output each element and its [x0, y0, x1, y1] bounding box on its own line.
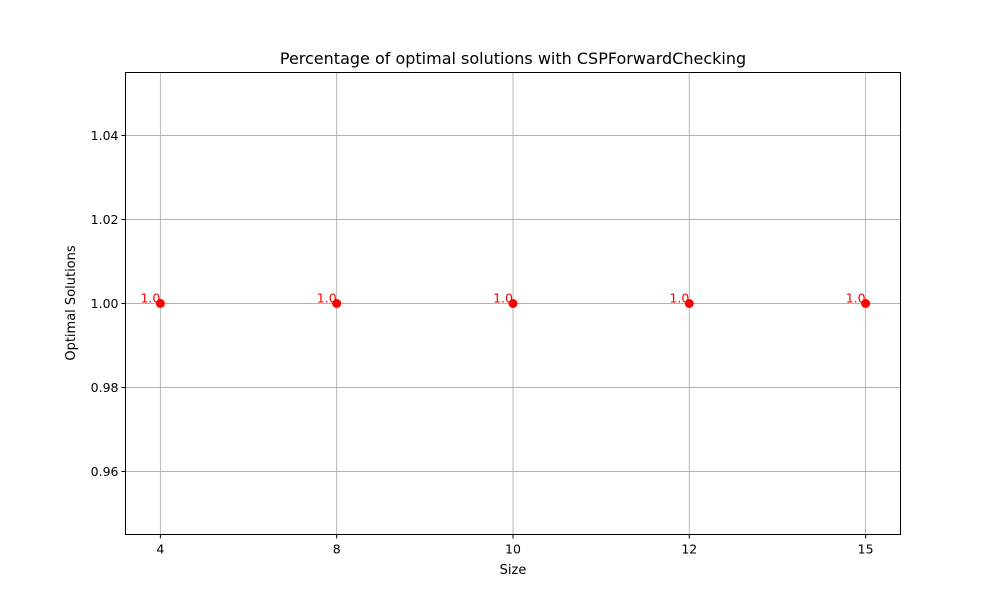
y-tick-label: 1.02: [91, 212, 119, 227]
y-tick-label: 1.04: [91, 128, 119, 143]
x-tick-label: 10: [505, 542, 521, 557]
data-label: 1.0: [669, 291, 689, 306]
data-point: [861, 299, 871, 308]
data-label: 1.0: [317, 291, 337, 306]
data-point: [508, 299, 518, 308]
y-tick-label: 0.98: [91, 380, 119, 395]
x-tick-label: 8: [333, 542, 341, 557]
data-label: 1.0: [493, 291, 513, 306]
data-label: 1.0: [140, 291, 160, 306]
x-axis-label: Size: [500, 563, 527, 578]
x-tick-label: 12: [681, 542, 697, 557]
data-label: 1.0: [846, 291, 866, 306]
data-point: [155, 299, 165, 308]
data-point: [684, 299, 694, 308]
y-tick-label: 1.00: [91, 296, 119, 311]
y-axis-label: Optimal Solutions: [64, 245, 79, 361]
plot-frame: [125, 72, 901, 535]
data-labels: 1.0 1.0 1.0 1.0 1.0: [140, 291, 865, 306]
data-point: [332, 299, 342, 308]
chart-title: Percentage of optimal solutions with CSP…: [280, 49, 746, 68]
y-tick-label: 0.96: [91, 464, 119, 479]
x-tick-label: 15: [858, 542, 874, 557]
axis-ticks: 4 8 10 12 15 0.96 0.98 1.00 1.02 1.04: [91, 128, 874, 557]
x-tick-label: 4: [156, 542, 164, 557]
data-points: [155, 299, 871, 308]
